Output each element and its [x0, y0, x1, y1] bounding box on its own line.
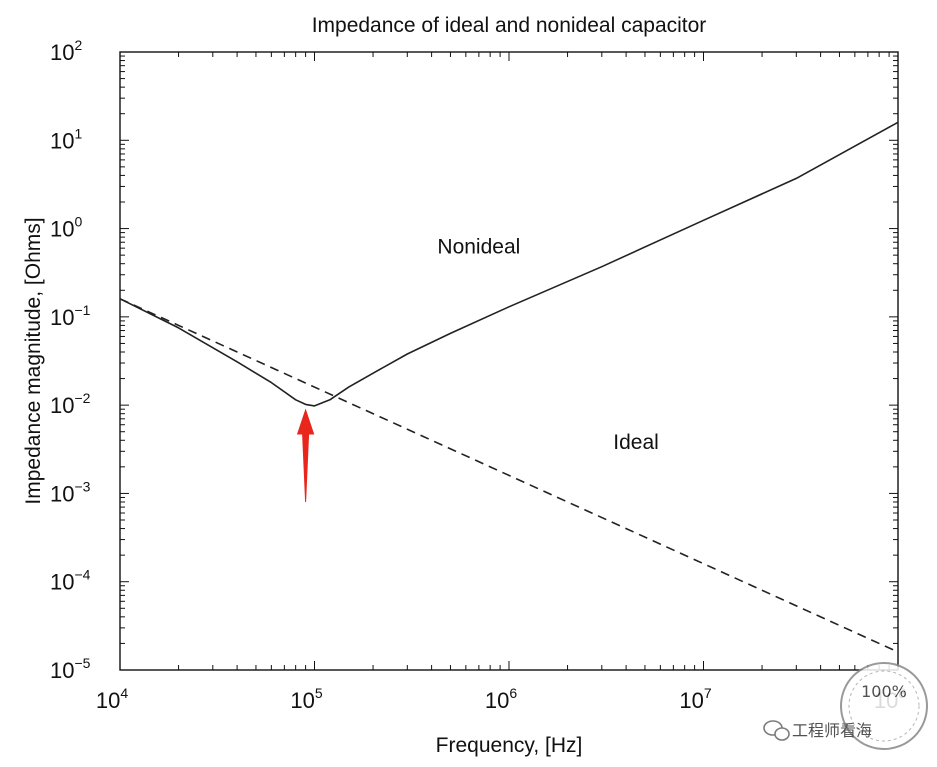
series-layer	[119, 121, 899, 653]
y-tick-label: 10−4	[50, 567, 91, 595]
y-tick-label: 10−2	[50, 390, 91, 418]
chart-title: Impedance of ideal and nonideal capacito…	[312, 14, 707, 37]
watermark-channel-name: 工程师看海	[792, 721, 872, 740]
y-tick-label: 10−5	[50, 655, 91, 683]
y-tick-label: 101	[50, 125, 82, 153]
y-tick-labels: 10−5 10−4 10−3 10−2 10−1 100 101 102	[50, 37, 91, 683]
annotation-ideal: Ideal	[613, 431, 659, 454]
annotations: Nonideal Ideal	[437, 236, 658, 454]
watermark-badge	[840, 662, 928, 750]
y-axis-title: Impedance magnitude, [Ohms]	[22, 217, 45, 504]
annotation-nonideal: Nonideal	[437, 236, 520, 259]
y-tick-label: 10−1	[50, 302, 91, 330]
watermark-badge-inner	[848, 670, 920, 742]
x-tick-label: 104	[96, 685, 128, 713]
x-tick-label: 107	[679, 685, 711, 713]
x-tick-label: 106	[485, 685, 517, 713]
watermark: 100% 工程师看海	[763, 662, 928, 750]
arrow-marker-layer	[296, 408, 315, 503]
wechat-icon	[763, 720, 790, 741]
x-axis-title: Frequency, [Hz]	[436, 734, 583, 757]
watermark-badge-text: 100%	[861, 682, 907, 701]
y-tick-label: 100	[50, 214, 82, 242]
x-tick-label: 105	[290, 685, 322, 713]
red-arrow-marker	[296, 408, 315, 503]
y-tick-label: 102	[50, 37, 82, 65]
series-line-ideal	[119, 298, 899, 653]
y-tick-label: 10−3	[50, 478, 91, 506]
series-line-nonideal	[119, 121, 899, 407]
x-tick-labels: 104105106107108	[96, 685, 906, 713]
